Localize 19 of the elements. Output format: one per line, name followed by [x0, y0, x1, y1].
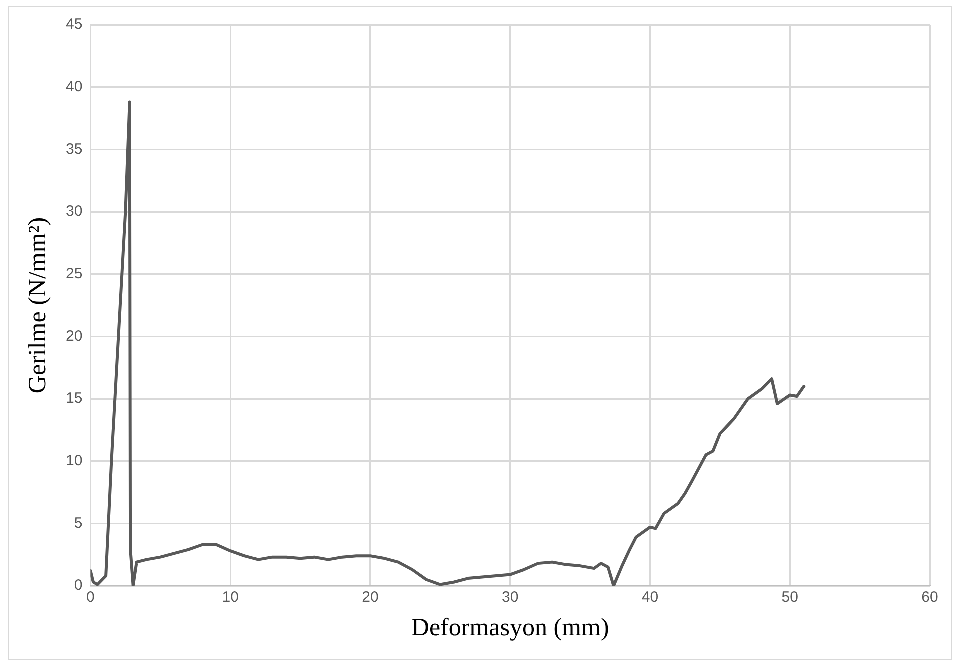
- x-tick-label: 10: [222, 589, 239, 606]
- y-tick-label: 45: [66, 16, 83, 34]
- y-tick-label: 40: [66, 78, 83, 96]
- y-tick-label: 5: [74, 514, 83, 532]
- x-tick-label: 30: [502, 589, 519, 606]
- x-tick-label: 60: [922, 589, 938, 606]
- y-tick-label: 15: [66, 390, 83, 408]
- x-tick-label: 20: [362, 589, 379, 606]
- x-tick-label: 0: [86, 589, 95, 606]
- y-tick-label: 30: [66, 203, 83, 220]
- y-tick-label: 25: [66, 265, 83, 282]
- x-tick-label: 40: [642, 589, 659, 606]
- y-tick-label: 10: [66, 452, 83, 470]
- y-tick-label: 35: [66, 140, 83, 158]
- y-tick-label: 0: [74, 577, 83, 594]
- y-tick-label: 20: [66, 328, 83, 345]
- y-axis-title: Gerilme (N/mm²): [24, 217, 52, 394]
- x-tick-label: 50: [782, 589, 798, 606]
- x-axis-title: Deformasyon (mm): [411, 614, 610, 642]
